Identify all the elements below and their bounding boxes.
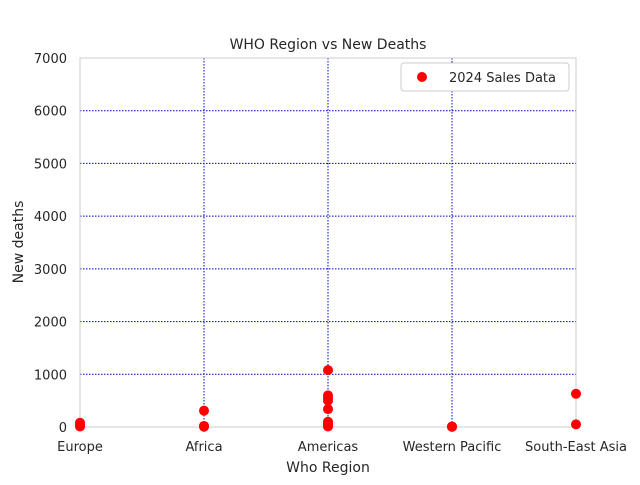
x-tick-label: Europe — [57, 440, 103, 455]
data-point — [571, 419, 581, 430]
data-point — [199, 405, 209, 416]
data-point — [323, 404, 333, 415]
x-tick-label: Africa — [185, 440, 222, 455]
y-tick-label: 2000 — [34, 316, 67, 331]
legend-label: 2024 Sales Data — [449, 71, 556, 86]
data-point — [571, 388, 581, 399]
y-tick-label: 6000 — [34, 105, 67, 120]
x-tick-label: South-East Asia — [525, 440, 627, 455]
x-axis-label: Who Region — [286, 460, 370, 476]
y-tick-label: 3000 — [34, 263, 67, 278]
x-tick-labels: Europe Africa Americas Western Pacific South… — [57, 440, 627, 455]
x-tick-label: Western Pacific — [403, 440, 502, 455]
legend: 2024 Sales Data — [400, 62, 570, 92]
y-tick-label: 0 — [59, 421, 67, 436]
y-tick-label: 7000 — [34, 52, 67, 67]
y-tick-label: 1000 — [34, 368, 67, 383]
y-tick-labels: 0 1000 2000 3000 4000 5000 6000 7000 — [34, 52, 67, 436]
legend-marker — [417, 72, 427, 82]
data-points — [75, 365, 581, 432]
data-point — [323, 395, 333, 406]
y-tick-label: 4000 — [34, 210, 67, 225]
chart-title: WHO Region vs New Deaths — [230, 37, 427, 53]
legend-box — [400, 62, 570, 92]
data-point — [323, 421, 333, 432]
data-point — [199, 421, 209, 432]
x-tick-label: Americas — [298, 440, 359, 455]
data-point — [323, 365, 333, 376]
data-point — [447, 421, 457, 432]
y-tick-label: 5000 — [34, 157, 67, 172]
y-axis-label: New deaths — [11, 201, 27, 284]
data-point — [75, 421, 85, 432]
